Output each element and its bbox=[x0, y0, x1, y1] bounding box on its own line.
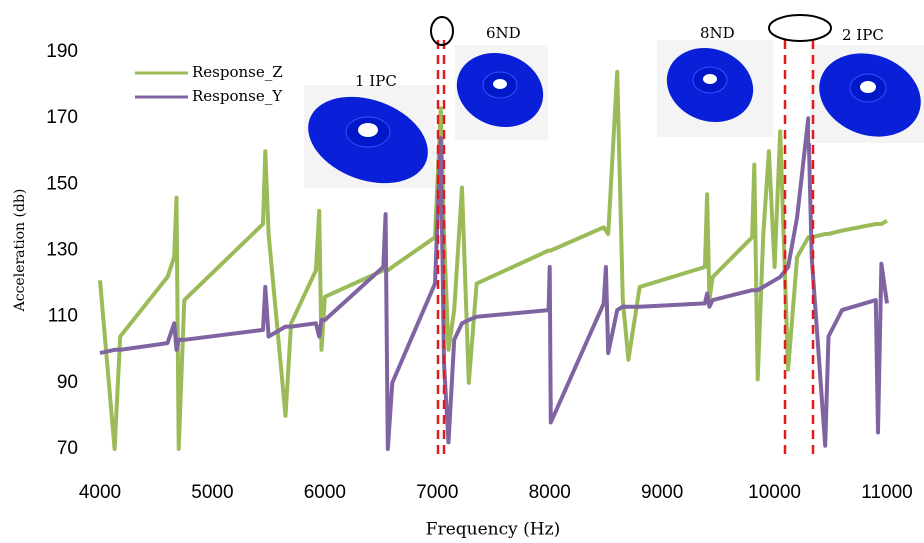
x-tick-label: 4000 bbox=[79, 482, 121, 503]
y-tick-label: 90 bbox=[57, 372, 78, 393]
disc-image bbox=[446, 41, 553, 140]
disc-image bbox=[656, 36, 773, 137]
y-tick-label: 190 bbox=[46, 41, 78, 62]
annotation: 1 IPC bbox=[355, 72, 397, 90]
x-tick-label: 7000 bbox=[416, 482, 458, 503]
x-tick-label: 5000 bbox=[191, 482, 233, 503]
disc-image bbox=[807, 40, 924, 151]
x-tick-label: 11000 bbox=[861, 482, 912, 503]
disc-image bbox=[296, 81, 440, 199]
legend-label: Response_Z bbox=[192, 63, 283, 81]
y-tick-label: 70 bbox=[57, 438, 78, 459]
x-tick-label: 10000 bbox=[748, 482, 801, 503]
annotation: 6ND bbox=[486, 24, 521, 42]
annotation: 8ND bbox=[700, 24, 735, 42]
y-axis-title: Acceleration (db) bbox=[12, 189, 28, 313]
y-tick-label: 130 bbox=[46, 240, 78, 261]
x-tick-label: 8000 bbox=[529, 482, 571, 503]
x-axis-title: Frequency (Hz) bbox=[426, 520, 560, 540]
legend-label: Response_Y bbox=[192, 87, 283, 105]
y-tick-label: 150 bbox=[46, 173, 78, 194]
chart: 1 IPC 6ND 8ND 2 IPC Response_Z Response_… bbox=[0, 0, 924, 543]
y-tick-label: 110 bbox=[48, 306, 78, 327]
x-tick-label: 9000 bbox=[641, 482, 683, 503]
annotation: 2 IPC bbox=[842, 26, 884, 44]
x-tick-label: 6000 bbox=[304, 482, 346, 503]
y-tick-label: 170 bbox=[46, 107, 78, 128]
